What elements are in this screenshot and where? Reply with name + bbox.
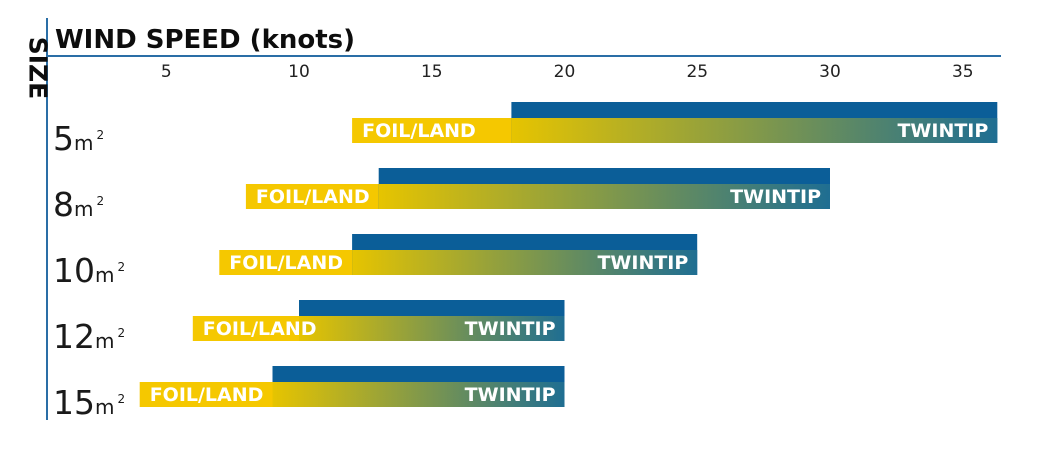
size-row: 5m 2 FOIL/LAND TWINTIP bbox=[53, 102, 998, 158]
overlap-gradient-band bbox=[352, 250, 698, 275]
twintip-label: TWINTIP bbox=[465, 384, 556, 406]
overlap-gradient-band bbox=[511, 118, 998, 143]
twintip-label: TWINTIP bbox=[597, 252, 688, 274]
size-row: 15m 2 FOIL/LAND TWINTIP bbox=[53, 366, 565, 422]
size-row: 8m 2 FOIL/LAND TWINTIP bbox=[53, 168, 830, 224]
x-tick-label: 5 bbox=[161, 62, 172, 82]
x-tick-label: 35 bbox=[952, 62, 974, 82]
size-label: 8m 2 bbox=[53, 185, 104, 224]
size-label: 5m 2 bbox=[53, 119, 104, 158]
twintip-label: TWINTIP bbox=[897, 120, 988, 142]
x-tick-label: 20 bbox=[554, 62, 576, 82]
x-tick-labels: 5 10 15 20 25 30 35 bbox=[161, 62, 974, 82]
size-row: 10m 2 FOIL/LAND TWINTIP bbox=[53, 234, 698, 290]
size-label: 10m 2 bbox=[53, 251, 125, 290]
size-row: 12m 2 FOIL/LAND TWINTIP bbox=[53, 300, 565, 356]
foil-land-label: FOIL/LAND bbox=[362, 120, 476, 142]
x-tick-label: 10 bbox=[288, 62, 310, 82]
x-tick-label: 30 bbox=[819, 62, 841, 82]
overlap-gradient-band bbox=[272, 382, 565, 407]
size-label: 15m 2 bbox=[53, 383, 125, 422]
x-tick-label: 15 bbox=[421, 62, 443, 82]
foil-land-label: FOIL/LAND bbox=[150, 384, 264, 406]
chart-axes: SIZE WIND SPEED (knots) bbox=[24, 18, 1001, 420]
twintip-label: TWINTIP bbox=[465, 318, 556, 340]
foil-land-label: FOIL/LAND bbox=[229, 252, 343, 274]
overlap-gradient-band bbox=[378, 184, 830, 209]
size-label: 12m 2 bbox=[53, 317, 125, 356]
foil-land-label: FOIL/LAND bbox=[203, 318, 317, 340]
foil-land-label: FOIL/LAND bbox=[256, 186, 370, 208]
x-axis-title: WIND SPEED (knots) bbox=[55, 25, 355, 55]
x-tick-label: 25 bbox=[686, 62, 708, 82]
y-axis-title: SIZE bbox=[24, 37, 53, 100]
overlap-gradient-band bbox=[299, 316, 565, 341]
twintip-label: TWINTIP bbox=[730, 186, 821, 208]
